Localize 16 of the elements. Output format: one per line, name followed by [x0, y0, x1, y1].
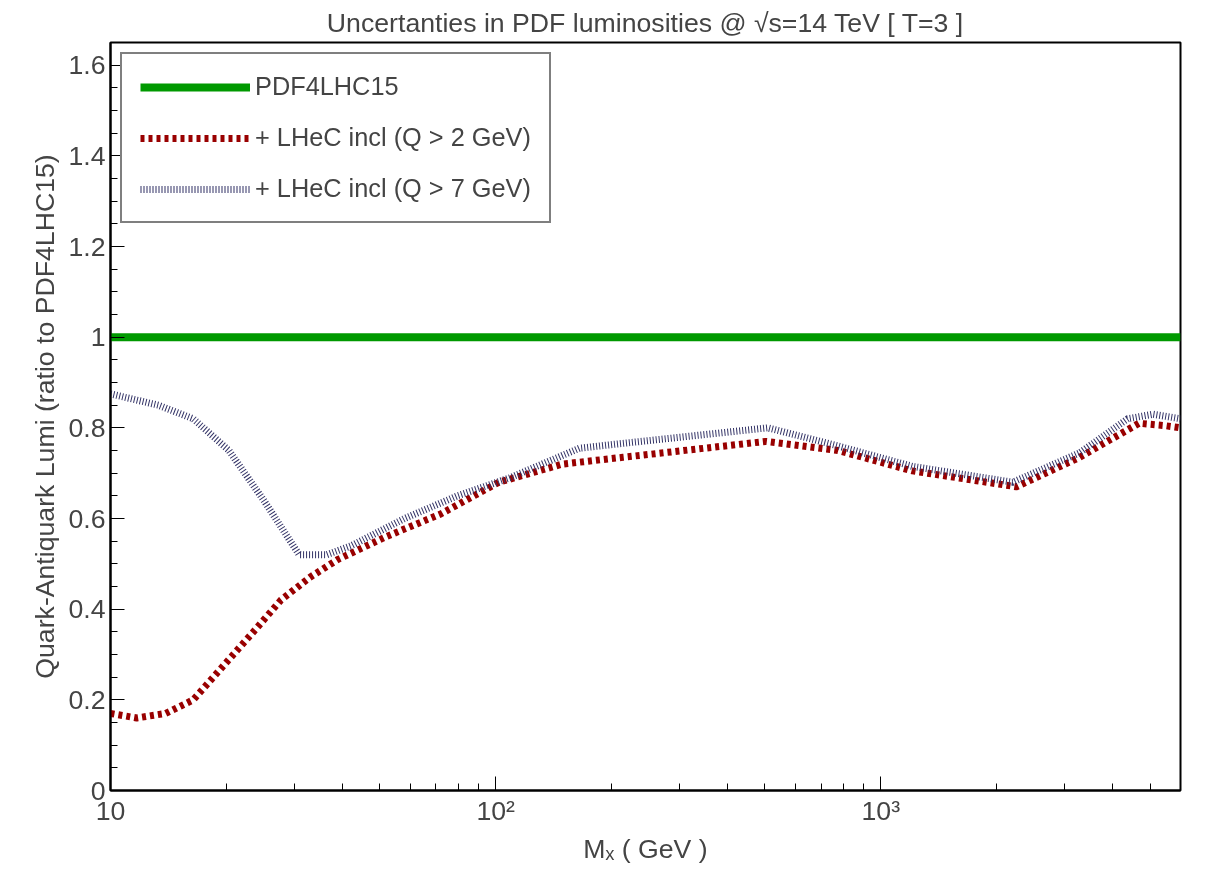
x-axis-title: Mₓ ( GeV ) [583, 833, 708, 864]
y-tick-label: 1 [90, 322, 106, 353]
y-tick-label: 0.4 [68, 594, 106, 625]
y-tick-label: 0.8 [68, 412, 106, 443]
y-tick-label: 1.4 [68, 140, 106, 171]
legend-label: + LHeC incl (Q > 7 GeV) [255, 174, 531, 203]
y-tick-label: 1.2 [68, 231, 106, 262]
y-tick-label: 0.2 [68, 684, 106, 715]
legend-label: PDF4LHC15 [255, 72, 399, 101]
y-tick-label: 1.6 [68, 50, 106, 81]
legend-label: + LHeC incl (Q > 2 GeV) [255, 123, 531, 152]
x-tick-label: 10² [476, 795, 516, 826]
y-axis-title: Quark-Antiquark Lumi (ratio to PDF4LHC15) [30, 154, 61, 679]
x-tick-label: 10³ [861, 795, 901, 826]
y-tick-label: 0.6 [68, 503, 106, 534]
chart-title: Uncertanties in PDF luminosities @ √s=14 TeV [ T=3 ] [326, 7, 964, 38]
